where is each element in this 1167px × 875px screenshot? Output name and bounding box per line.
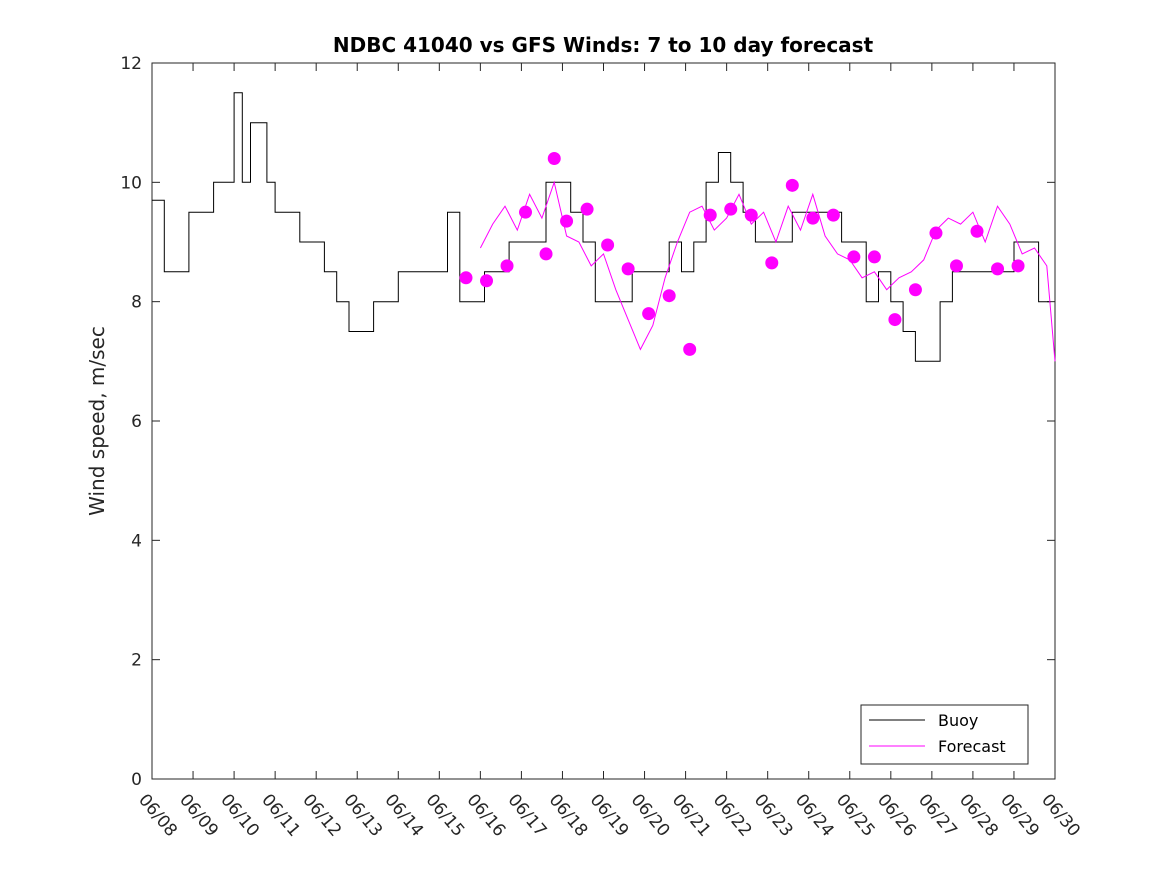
legend-box: [860, 704, 1029, 765]
forecast-marker: [459, 271, 473, 285]
y-axis-label: Wind speed, m/sec: [85, 326, 109, 516]
forecast-marker: [480, 274, 494, 288]
forecast-marker: [560, 214, 574, 228]
y-tick-label: 0: [131, 770, 142, 790]
forecast-marker: [949, 259, 963, 273]
y-tick-label: 6: [131, 412, 142, 432]
forecast-marker: [580, 202, 594, 216]
y-axis: 0 2 4 6 8 10 12: [120, 54, 1055, 790]
forecast-marker: [785, 178, 799, 192]
forecast-marker: [888, 313, 902, 327]
forecast-marker: [929, 226, 943, 240]
forecast-marker: [500, 259, 514, 273]
forecast-marker: [621, 262, 635, 276]
forecast-marker: [703, 208, 717, 222]
y-tick-label: 4: [131, 531, 142, 551]
y-tick-label: 12: [120, 54, 142, 74]
forecast-marker: [662, 289, 676, 303]
forecast-marker: [806, 211, 820, 225]
legend-forecast-label: Forecast: [938, 737, 1006, 756]
buoy-series-line: [152, 92, 1051, 362]
forecast-series-line: [479, 180, 1056, 362]
y-tick-label: 8: [131, 293, 142, 313]
y-tick-label: 10: [120, 173, 142, 193]
forecast-marker: [1011, 259, 1025, 273]
forecast-marker: [724, 202, 738, 216]
legend: Buoy Forecast: [860, 704, 1029, 765]
chart-title: NDBC 41040 vs GFS Winds: 7 to 10 day for…: [333, 33, 874, 57]
y-tick-label: 2: [131, 651, 142, 671]
forecast-marker: [765, 256, 779, 270]
forecast-marker: [642, 307, 656, 321]
forecast-marker: [519, 205, 533, 219]
series-layer: [152, 92, 1056, 362]
forecast-marker: [744, 208, 758, 222]
forecast-marker: [683, 342, 697, 356]
forecast-marker: [991, 262, 1005, 276]
forecast-marker: [539, 247, 553, 261]
legend-buoy-label: Buoy: [938, 711, 978, 730]
forecast-marker: [867, 250, 881, 264]
forecast-marker: [826, 208, 840, 222]
forecast-marker: [601, 238, 615, 252]
forecast-marker: [970, 224, 984, 238]
forecast-marker: [847, 250, 861, 264]
forecast-marker: [547, 151, 561, 165]
forecast-marker: [908, 283, 922, 297]
